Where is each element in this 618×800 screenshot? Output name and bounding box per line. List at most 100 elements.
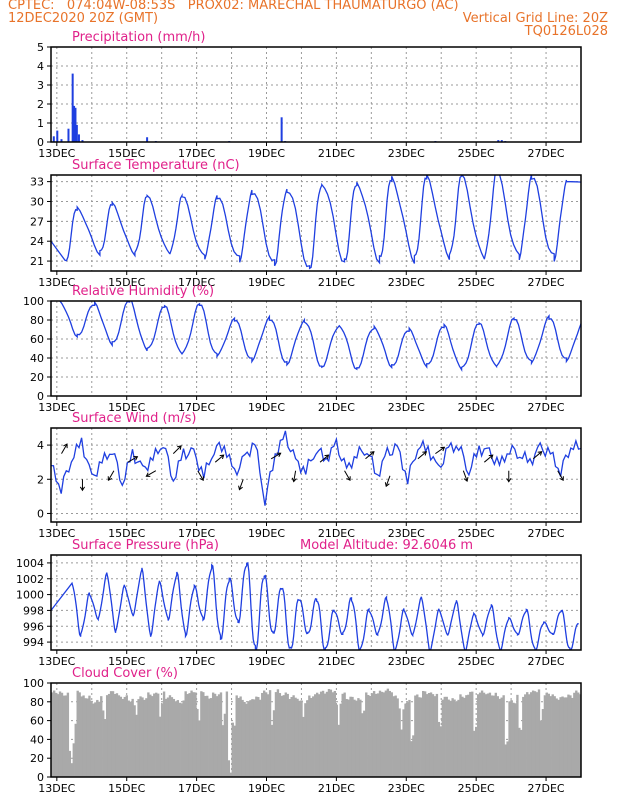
cloud-bar <box>64 695 68 777</box>
cloud-bar <box>565 697 568 777</box>
cloud-bar <box>400 729 403 777</box>
cloud-bar <box>153 693 156 777</box>
x-tick-label: 15DEC <box>108 782 145 795</box>
y-tick-label: 998 <box>23 604 44 617</box>
cloud-bar <box>284 692 287 777</box>
cloud-bar <box>186 694 189 777</box>
precip-bar <box>73 105 76 142</box>
cloud-bar <box>549 696 552 777</box>
cloud-bar <box>496 696 499 777</box>
gridlines <box>51 555 581 650</box>
series-layer <box>51 175 581 270</box>
cloud-bar <box>528 694 531 777</box>
y-tick-label: 33 <box>30 176 44 189</box>
cloud-bar <box>457 699 460 777</box>
cloud-bar <box>365 692 368 777</box>
cloud-bar <box>133 705 136 777</box>
cloud-bar <box>569 695 572 777</box>
wind-arrow-shaft <box>483 454 494 463</box>
precip-bar <box>74 107 77 142</box>
cloud-bar <box>414 695 417 777</box>
wind-arrow-shaft <box>462 470 468 482</box>
cloud-bar <box>215 696 219 777</box>
cloud-bar <box>449 700 452 777</box>
cloud-bar <box>202 692 205 777</box>
cloud-bar <box>206 695 209 777</box>
cloud-bar <box>86 698 89 777</box>
panel-background <box>51 555 581 650</box>
x-tick-label: 13DEC <box>38 401 75 414</box>
x-tick-label: 15DEC <box>108 147 145 160</box>
cloud-bar <box>282 695 285 777</box>
cloud-bar <box>335 704 338 777</box>
cloud-bar <box>547 693 550 777</box>
cloud-bar <box>219 692 223 777</box>
y-tick-label: 60 <box>30 715 44 728</box>
cloud-bar <box>121 698 125 777</box>
panel-title: Surface Pressure (hPa) <box>72 538 219 553</box>
wind-arrow-head <box>537 451 543 456</box>
cloud-bar <box>337 724 340 777</box>
cloud-bar <box>268 690 272 777</box>
wind-arrow-shaft <box>61 443 68 454</box>
x-tick-label: 17DEC <box>178 276 215 289</box>
cloud-bar <box>208 698 211 777</box>
cloud-bar <box>553 696 556 777</box>
cloud-bar <box>80 696 83 777</box>
cloud-bar <box>408 699 411 777</box>
cloud-bar <box>204 695 207 777</box>
cloud-bar <box>314 694 317 777</box>
cloud-bar <box>386 688 390 777</box>
gridlines <box>51 47 581 142</box>
panel-frame <box>50 427 582 523</box>
cloud-bar <box>453 699 456 777</box>
cloud-bar <box>398 708 401 777</box>
cloud-bar <box>382 692 386 777</box>
cloud-bar <box>88 695 91 777</box>
cloud-bar <box>300 700 303 777</box>
y-tick-label: 80 <box>30 314 44 327</box>
wind-arrow-head <box>369 451 375 456</box>
cloud-bar <box>490 695 494 777</box>
wind-arrow-shaft <box>532 451 542 460</box>
series-layer <box>51 301 581 373</box>
x-tick-label: 25DEC <box>458 527 495 540</box>
panel-precipitation: Precipitation (mm/h) 0 1 2 3 4 5 13DEC 15DEC 17DE… <box>37 30 582 160</box>
header-station-line: CPTEC: 074:04W-08:53S PROX02: MARECHAL T… <box>8 0 459 13</box>
cloud-bar <box>316 692 319 777</box>
cloud-bar <box>341 693 344 777</box>
panel-background <box>51 301 581 396</box>
cloud-bar <box>194 692 197 777</box>
y-tick-label: 4 <box>37 60 44 73</box>
x-tick-label: 15DEC <box>108 527 145 540</box>
x-tick-label: 23DEC <box>388 782 425 795</box>
cloud-bar <box>447 699 450 777</box>
cloud-bar <box>147 692 150 777</box>
panel-background <box>51 428 581 522</box>
cloud-bar <box>104 719 107 777</box>
wind-arrow-shaft <box>417 451 427 460</box>
cloud-bar <box>533 691 537 777</box>
wind-arrow-head <box>219 454 225 460</box>
cloud-bar <box>176 700 179 777</box>
cloud-bar <box>388 690 391 777</box>
wind-arrow-shaft <box>214 454 224 463</box>
cloud-bar <box>539 720 543 777</box>
cloud-bar <box>353 699 356 777</box>
cloud-bar <box>486 693 490 777</box>
cloud-bar <box>98 701 101 777</box>
y-tick-label: 1002 <box>16 573 44 586</box>
cloud-bar <box>392 696 395 777</box>
cloud-bar <box>537 689 541 777</box>
x-tick-label: 15DEC <box>108 401 145 414</box>
precip-bar <box>497 140 500 142</box>
cloud-bar <box>52 690 56 777</box>
wind-arrow-shaft <box>146 470 157 477</box>
cloud-bar <box>516 694 519 777</box>
cloud-bar <box>278 693 282 777</box>
x-tick-label: 17DEC <box>178 527 215 540</box>
cloud-bar <box>72 743 75 777</box>
y-tick-label: 100 <box>23 295 44 308</box>
wind-arrow-head <box>488 454 494 460</box>
cloud-bar <box>526 692 529 777</box>
